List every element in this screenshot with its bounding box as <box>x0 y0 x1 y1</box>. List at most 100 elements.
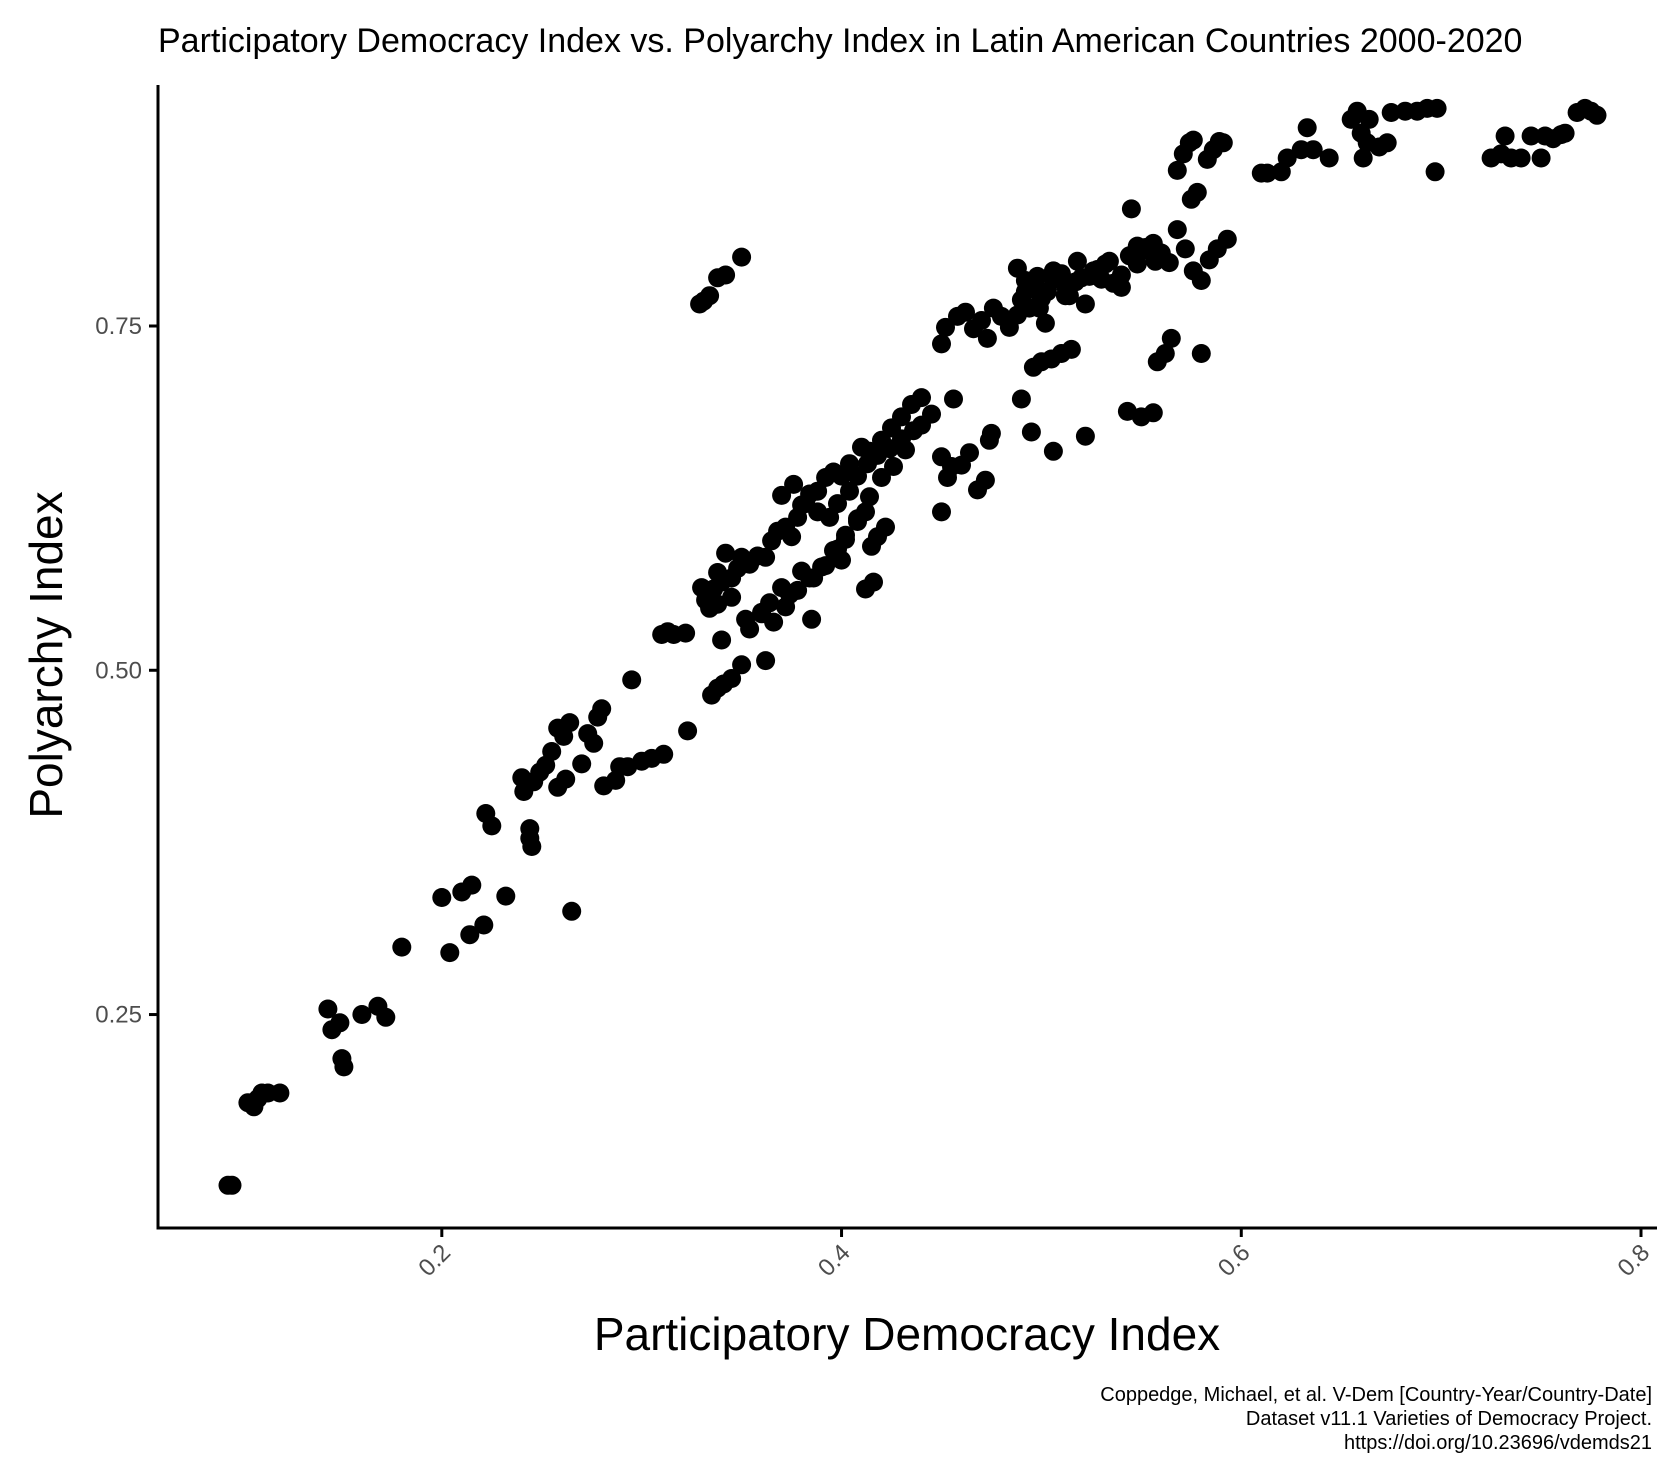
data-point <box>318 999 338 1019</box>
data-point <box>716 543 736 563</box>
data-point <box>334 1057 354 1077</box>
data-point <box>1555 123 1575 143</box>
data-point <box>1167 160 1187 180</box>
y-tick-label: 0.25 <box>95 1002 142 1029</box>
data-point <box>520 828 540 848</box>
data-point <box>1011 389 1031 409</box>
data-point <box>1167 220 1187 240</box>
data-point <box>712 630 732 650</box>
data-point <box>884 457 903 476</box>
data-point <box>936 317 955 337</box>
data-point <box>912 388 931 408</box>
data-point <box>556 769 576 789</box>
data-point <box>812 557 832 577</box>
data-point <box>788 580 808 600</box>
data-point <box>1161 328 1181 348</box>
data-point <box>654 744 674 764</box>
data-point <box>1099 251 1119 271</box>
data-point <box>872 468 891 487</box>
data-point <box>1021 422 1041 442</box>
data-point <box>832 550 851 570</box>
data-point <box>1257 163 1277 183</box>
data-point <box>700 286 720 306</box>
data-point <box>1043 441 1063 461</box>
data-point <box>756 651 776 671</box>
data-point <box>722 587 742 607</box>
data-point <box>1183 130 1203 150</box>
data-point <box>622 670 642 690</box>
data-point <box>944 389 963 409</box>
y-axis-ticks: 0.25 0.50 0.75 <box>95 313 158 1029</box>
x-tick-label: 0.4 <box>813 1239 856 1282</box>
data-point <box>972 311 991 330</box>
data-point <box>1531 148 1551 168</box>
data-point <box>592 699 612 719</box>
data-point <box>1511 148 1531 168</box>
data-point <box>960 443 979 463</box>
data-point <box>560 713 580 733</box>
x-axis-title: Participatory Democracy Index <box>594 1308 1220 1360</box>
data-point <box>1075 294 1095 314</box>
data-point <box>1213 133 1233 153</box>
data-point <box>1191 344 1211 363</box>
data-point <box>756 547 776 567</box>
data-point <box>1303 140 1323 160</box>
data-point <box>820 507 840 527</box>
data-point <box>1075 426 1095 446</box>
data-point <box>1159 253 1179 273</box>
data-point <box>222 1175 242 1195</box>
data-point <box>802 609 822 629</box>
data-point <box>572 754 592 774</box>
data-point <box>440 943 460 963</box>
data-point <box>676 623 696 643</box>
data-point <box>1427 98 1447 118</box>
data-point <box>1043 269 1063 289</box>
data-point <box>1521 126 1541 146</box>
data-point <box>1061 339 1081 359</box>
data-point <box>1297 118 1317 138</box>
data-point <box>1359 109 1379 129</box>
data-point <box>716 265 736 285</box>
data-point <box>800 568 820 588</box>
caption-line-2: Dataset v11.1 Varieties of Democracy Pro… <box>1246 1408 1652 1430</box>
data-point <box>432 888 452 907</box>
data-point <box>772 485 792 505</box>
data-point <box>1191 271 1211 290</box>
data-point <box>1319 148 1339 168</box>
data-point <box>496 886 516 906</box>
data-point <box>1143 403 1163 423</box>
data-point <box>1353 148 1373 168</box>
data-point <box>1035 313 1055 333</box>
data-point <box>840 481 859 501</box>
data-point <box>828 494 847 514</box>
x-tick-label: 0.8 <box>1613 1239 1656 1282</box>
data-point <box>330 1013 350 1033</box>
chart-title: Participatory Democracy Index vs. Polyar… <box>158 22 1522 60</box>
data-point <box>1135 238 1155 257</box>
y-tick-label: 0.50 <box>95 657 142 684</box>
data-point <box>474 915 494 935</box>
data-point <box>956 302 975 322</box>
data-point <box>977 328 997 348</box>
data-point <box>1091 269 1111 289</box>
data-point <box>1587 105 1607 125</box>
data-point <box>1111 277 1131 297</box>
data-point <box>1029 298 1049 318</box>
data-point <box>932 502 951 522</box>
data-point <box>1217 229 1237 249</box>
data-point <box>1377 133 1397 153</box>
data-point <box>584 733 604 753</box>
y-axis-title: Polyarchy Index <box>20 491 72 818</box>
data-point <box>1121 199 1141 219</box>
data-point <box>876 517 895 537</box>
data-point <box>1055 286 1075 306</box>
data-point <box>722 669 742 688</box>
data-point <box>392 937 412 957</box>
data-point <box>678 721 698 741</box>
caption-line-1: Coppedge, Michael, et al. V-Dem [Country… <box>1100 1384 1652 1406</box>
data-point <box>975 470 995 490</box>
x-tick-label: 0.2 <box>413 1239 456 1282</box>
data-point <box>1425 162 1445 182</box>
data-point <box>562 901 582 921</box>
